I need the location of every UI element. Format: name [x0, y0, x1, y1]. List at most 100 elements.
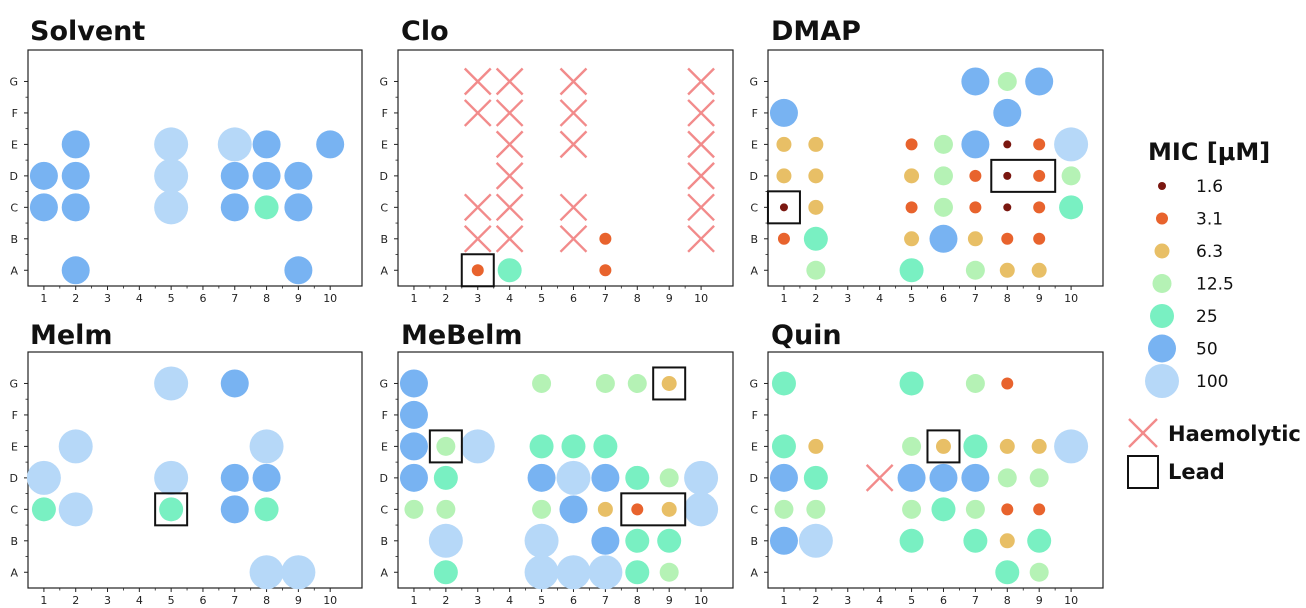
y-tick-label: G — [379, 75, 388, 88]
y-tick-label: F — [752, 409, 758, 422]
lead-box — [620, 492, 687, 527]
mic-point — [684, 492, 719, 527]
y-tick-label: D — [380, 170, 388, 183]
panel-title: Clo — [401, 16, 449, 47]
mic-point — [599, 264, 612, 277]
mic-point — [220, 495, 249, 524]
mic-point — [999, 533, 1015, 549]
y-tick-label: D — [380, 472, 388, 485]
x-tick-label: 3 — [104, 594, 111, 607]
mic-point — [249, 555, 284, 590]
haemolytic-cross — [687, 193, 715, 222]
x-tick-label: 5 — [168, 292, 175, 305]
haemolytic-cross — [495, 162, 524, 190]
x-tick-label: 2 — [442, 292, 449, 305]
mic-point — [593, 434, 618, 459]
legend-label: 100 — [1196, 372, 1228, 392]
y-tick-label: B — [750, 233, 758, 246]
lead-box — [766, 190, 801, 225]
x-tick-label: 6 — [570, 594, 577, 607]
mic-point — [769, 526, 798, 555]
mic-point — [1031, 438, 1047, 454]
y-tick-label: B — [750, 535, 758, 548]
lead-box — [990, 158, 1057, 193]
mic-point — [217, 127, 252, 162]
mic-point — [899, 258, 924, 283]
mic-point — [599, 232, 612, 245]
mic-point — [993, 98, 1022, 127]
mic-point — [61, 130, 90, 159]
x-tick-label: 10 — [323, 292, 337, 305]
haemolytic-cross — [559, 224, 588, 253]
haemolytic-cross — [687, 162, 715, 190]
y-tick-label: E — [11, 440, 18, 453]
mic-point — [252, 161, 281, 190]
mic-point — [899, 528, 924, 553]
mic-point — [58, 492, 93, 527]
x-tick-label: 4 — [136, 594, 143, 607]
mic-point — [965, 499, 985, 519]
legend-label: 1.6 — [1196, 177, 1223, 197]
mic-point — [929, 224, 958, 253]
x-tick-label: 6 — [940, 292, 947, 305]
mic-point — [625, 560, 650, 585]
legend-label: 50 — [1196, 340, 1218, 360]
legend-swatch — [1154, 243, 1170, 259]
legend-label: 6.3 — [1196, 242, 1223, 262]
mic-point — [588, 555, 623, 590]
x-tick-label: 4 — [506, 292, 513, 305]
x-tick-label: 4 — [506, 594, 513, 607]
mic-point — [997, 468, 1017, 488]
legend-label: 12.5 — [1196, 275, 1234, 295]
y-tick-label: C — [10, 503, 18, 516]
mic-point — [1001, 377, 1014, 390]
mic-point — [779, 203, 788, 212]
mic-point — [904, 168, 920, 184]
mic-point — [154, 158, 189, 193]
mic-point — [1025, 67, 1054, 96]
y-tick-label: C — [750, 201, 758, 214]
y-tick-label: B — [10, 233, 18, 246]
y-tick-label: D — [750, 170, 758, 183]
mic-point — [1001, 503, 1014, 516]
mic-point — [808, 168, 824, 184]
x-tick-label: 1 — [410, 594, 417, 607]
mic-point — [967, 231, 983, 247]
mic-point — [497, 258, 522, 283]
mic-point — [627, 373, 647, 393]
mic-point — [597, 501, 613, 517]
y-tick-label: C — [10, 201, 18, 214]
mic-point — [31, 497, 56, 522]
legend-haemolytic-label: Haemolytic — [1168, 422, 1301, 446]
mic-point — [899, 371, 924, 396]
legend-swatch — [1145, 364, 1179, 398]
x-tick-label: 7 — [972, 292, 979, 305]
mic-point — [803, 465, 828, 490]
haemolytic-cross — [559, 130, 588, 159]
mic-point — [659, 468, 679, 488]
legend-title: MIC [μM] — [1148, 138, 1270, 166]
y-tick-label: C — [380, 503, 388, 516]
mic-point — [931, 497, 956, 522]
legend-swatch — [1148, 334, 1176, 363]
mic-point — [1029, 468, 1049, 488]
x-tick-label: 6 — [570, 292, 577, 305]
mic-point — [806, 499, 826, 519]
mic-point — [625, 528, 650, 553]
y-tick-label: E — [11, 138, 18, 151]
legend-lead-label: Lead — [1168, 460, 1225, 484]
lead-box — [926, 429, 961, 464]
mic-point — [1033, 169, 1046, 182]
x-tick-label: 10 — [694, 292, 708, 305]
x-tick-label: 2 — [812, 292, 819, 305]
y-tick-label: G — [379, 377, 388, 390]
mic-point — [154, 366, 189, 401]
mic-point — [399, 432, 428, 461]
x-tick-label: 3 — [474, 292, 481, 305]
haemolytic-cross — [865, 464, 894, 492]
mic-point — [154, 460, 189, 495]
y-tick-label: F — [12, 107, 18, 120]
y-tick-label: B — [380, 233, 388, 246]
haemolytic-cross — [495, 193, 524, 222]
